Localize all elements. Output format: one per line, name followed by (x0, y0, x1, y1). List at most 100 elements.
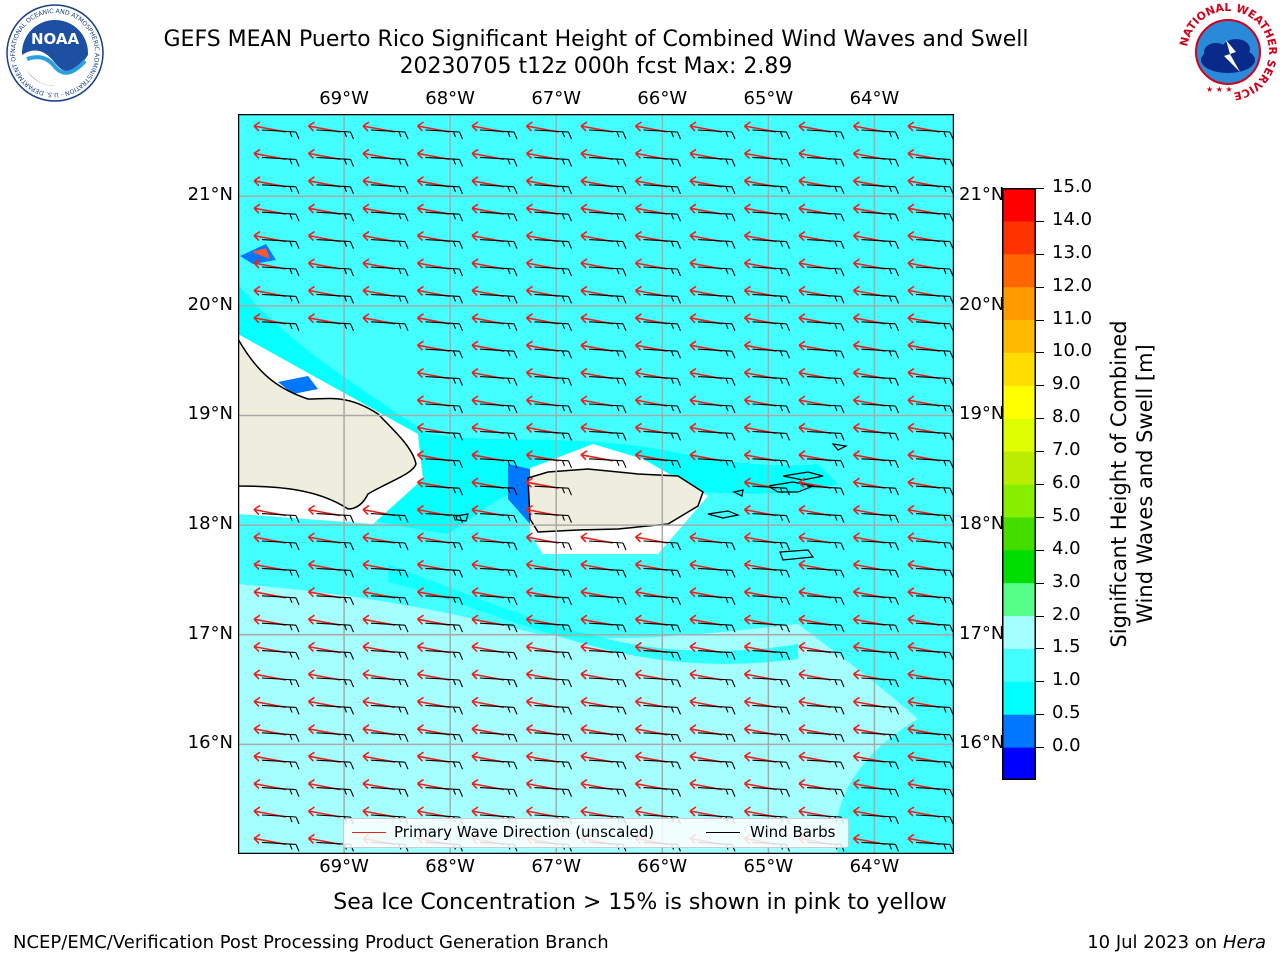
wind-barb (316, 704, 355, 715)
wind-barb (316, 129, 355, 140)
virgin-islands-2 (782, 471, 824, 481)
wind-barb (861, 211, 900, 222)
wind-barb (370, 184, 409, 195)
latitude-tick-label: 16°N (187, 732, 233, 754)
wind-barb (915, 622, 954, 633)
wind-barb (425, 129, 464, 140)
wind-barb (534, 567, 573, 578)
wind-barb (261, 540, 300, 551)
wind-barb (534, 156, 573, 167)
wind-barb (643, 376, 682, 386)
wind-barb (915, 485, 954, 496)
wind-barb (861, 567, 900, 578)
wind-barb (534, 622, 573, 633)
wind-barb (806, 321, 845, 332)
wind-barb (697, 321, 736, 332)
wind-barb (806, 184, 845, 195)
wind-barb (861, 677, 900, 688)
wind-barb (316, 567, 355, 578)
wind-barb (915, 650, 954, 660)
wind-barb (370, 732, 409, 743)
wind-barb (534, 732, 573, 743)
wind-barb (752, 156, 791, 167)
wind-barb (261, 622, 300, 633)
colorbar-tick-mark (1036, 451, 1044, 453)
wind-barb (915, 293, 954, 304)
wind-barb (861, 458, 900, 469)
wave-height-map (238, 114, 954, 854)
wind-barb (370, 595, 409, 606)
wind-barb (479, 321, 518, 332)
wind-barb (806, 430, 845, 441)
colorbar-segment (1002, 648, 1036, 682)
colorbar-tick-label: 12.0 (1052, 274, 1093, 296)
wind-barb (806, 156, 845, 167)
chart-subtitle: 20230705 t12z 000h fcst Max: 2.89 (399, 54, 793, 79)
wind-barb (261, 129, 300, 140)
wind-barb (806, 513, 845, 523)
wind-barb (643, 239, 682, 249)
wind-barb (806, 239, 845, 249)
wind-barb (316, 622, 355, 633)
wind-barb (861, 841, 900, 852)
wind-barb (479, 622, 518, 633)
wind-barb (861, 403, 900, 414)
colorbar-tick-label: 1.0 (1052, 669, 1081, 691)
wind-barb (588, 430, 627, 441)
wind-barb (534, 293, 573, 304)
wind-barb (588, 293, 627, 304)
wind-barb (915, 787, 954, 797)
wind-barb (479, 677, 518, 688)
wind-barb (915, 677, 954, 688)
wind-barb (534, 513, 573, 523)
wind-barb (752, 239, 791, 249)
wind-barb (479, 787, 518, 797)
wind-barb (370, 239, 409, 249)
footer-date: 10 Jul 2023 on Hera (1087, 932, 1266, 953)
wind-barb (479, 704, 518, 715)
wind-barb (588, 211, 627, 222)
wind-barb (643, 430, 682, 441)
wind-barb (479, 403, 518, 414)
colorbar-tick-mark (1036, 549, 1044, 551)
colorbar-tick-label: 15.0 (1052, 176, 1093, 197)
wind-barb (752, 321, 791, 332)
svg-text:Wind Waves and Swell [m]: Wind Waves and Swell [m] (1133, 344, 1157, 624)
wind-barb (643, 759, 682, 770)
footer-date-text: 10 Jul 2023 on (1087, 932, 1223, 953)
colorbar-segment (1002, 451, 1036, 485)
wind-barb (370, 704, 409, 715)
latitude-tick-label: 18°N (187, 513, 233, 535)
wind-barb (261, 759, 300, 770)
svg-text:★ ★ ★: ★ ★ ★ (1206, 85, 1233, 94)
wind-barb (643, 403, 682, 414)
wind-barb (370, 540, 409, 551)
wind-barb (752, 622, 791, 633)
wind-barb (697, 787, 736, 797)
wind-barb (588, 156, 627, 167)
wind-barb (915, 567, 954, 578)
low-wave-patch-mona (508, 464, 530, 524)
wind-barb (316, 266, 355, 277)
wind-barb (806, 567, 845, 578)
puerto-rico-land (527, 468, 704, 533)
wind-barb (643, 704, 682, 715)
colorbar-tick-label: 10.0 (1052, 340, 1093, 362)
wind-barb (316, 595, 355, 606)
wind-barb (915, 129, 954, 140)
wind-barb (425, 403, 464, 414)
wind-barb (861, 622, 900, 633)
colorbar-tick-mark (1036, 253, 1044, 255)
wind-barb (643, 156, 682, 167)
wind-barb (534, 485, 573, 496)
wind-barb (915, 430, 954, 441)
colorbar-segment (1002, 352, 1036, 386)
wind-barb (915, 540, 954, 551)
wind-barb (697, 211, 736, 222)
wind-barb (425, 293, 464, 304)
wind-barb (588, 567, 627, 578)
wind-barb (370, 321, 409, 332)
wind-barb (588, 677, 627, 688)
longitude-tick-label: 64°W (849, 856, 900, 877)
wind-barb (588, 622, 627, 633)
